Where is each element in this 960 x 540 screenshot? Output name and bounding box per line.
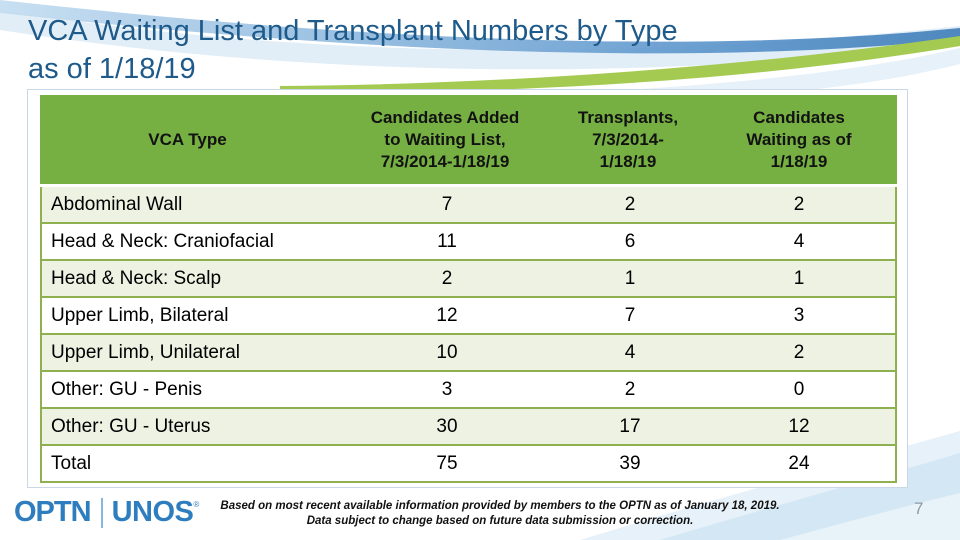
table-row: Upper Limb, Unilateral 10 4 2	[42, 333, 895, 370]
table-row: Other: GU - Uterus 30 17 12	[42, 407, 895, 444]
header-candidates-added: Candidates Added to Waiting List, 7/3/20…	[335, 95, 555, 184]
table-row: Upper Limb, Bilateral 12 7 3	[42, 296, 895, 333]
data-disclaimer-line2: Data subject to change based on future d…	[306, 515, 694, 527]
unos-logo-text: UNOS	[111, 496, 194, 528]
header-transplants: Transplants, 7/3/2014- 1/18/19	[555, 95, 701, 184]
vca-type-cell: Other: GU - Uterus	[51, 416, 211, 437]
candidates-waiting-cell: 3	[793, 305, 805, 326]
logo-divider	[100, 497, 103, 528]
table-row: Other: GU - Penis 3 2 0	[42, 370, 895, 407]
candidates-waiting-cell: 1	[793, 268, 805, 289]
header-vca-type: VCA Type	[148, 129, 227, 149]
candidates-waiting-cell: 24	[788, 453, 810, 474]
transplants-cell: 2	[624, 379, 636, 400]
header-transplants-line1: Transplants,	[577, 107, 679, 127]
candidates-waiting-cell: 0	[793, 379, 805, 400]
header-candidates-added-line3: 7/3/2014-1/18/19	[380, 151, 510, 171]
candidates-added-cell: 7	[441, 194, 453, 215]
candidates-waiting-cell: 2	[793, 342, 805, 363]
vca-table-container: VCA Type Candidates Added to Waiting Lis…	[27, 89, 908, 488]
transplants-cell: 39	[619, 453, 641, 474]
table-body: Abdominal Wall 7 2 2 Head & Neck: Cranio…	[40, 187, 897, 483]
vca-type-cell: Total	[51, 453, 92, 474]
vca-type-cell: Other: GU - Penis	[51, 379, 202, 400]
header-candidates-waiting-line1: Candidates	[753, 107, 845, 127]
transplants-cell: 4	[624, 342, 636, 363]
transplants-cell: 2	[624, 194, 636, 215]
optn-unos-logo: OPTN UNOS ®	[14, 496, 199, 529]
header-candidates-waiting-line3: 1/18/19	[770, 151, 828, 171]
header-candidates-added-line1: Candidates Added	[370, 107, 520, 127]
page-number: 7	[914, 499, 924, 518]
transplants-cell: 6	[624, 231, 636, 252]
candidates-waiting-cell: 12	[788, 416, 810, 437]
transplants-cell: 1	[624, 268, 636, 289]
header-transplants-line2: 7/3/2014-	[592, 129, 664, 149]
candidates-added-cell: 10	[436, 342, 458, 363]
table-row-total: Total 75 39 24	[42, 444, 895, 481]
candidates-waiting-cell: 4	[793, 231, 805, 252]
table-row: Head & Neck: Craniofacial 11 6 4	[42, 222, 895, 259]
header-transplants-line3: 1/18/19	[599, 151, 657, 171]
header-candidates-waiting: Candidates Waiting as of 1/18/19	[701, 95, 897, 184]
slide-title-line1: VCA Waiting List and Transplant Numbers …	[28, 15, 678, 47]
vca-type-cell: Head & Neck: Craniofacial	[51, 231, 274, 252]
transplants-cell: 7	[624, 305, 636, 326]
data-disclaimer-line1: Based on most recent available informati…	[220, 500, 780, 512]
candidates-added-cell: 75	[436, 453, 458, 474]
transplants-cell: 17	[619, 416, 641, 437]
vca-type-cell: Abdominal Wall	[51, 194, 183, 215]
candidates-added-cell: 30	[436, 416, 458, 437]
header-candidates-added-line2: to Waiting List,	[384, 129, 506, 149]
optn-logo-text: OPTN	[14, 496, 92, 528]
candidates-added-cell: 2	[441, 268, 453, 289]
table-row: Head & Neck: Scalp 2 1 1	[42, 259, 895, 296]
candidates-added-cell: 12	[436, 305, 458, 326]
header-candidates-waiting-line2: Waiting as of	[746, 129, 852, 149]
table-row: Abdominal Wall 7 2 2	[42, 187, 895, 222]
vca-type-cell: Head & Neck: Scalp	[51, 268, 222, 289]
vca-type-cell: Upper Limb, Bilateral	[51, 305, 229, 326]
table-header-row: VCA Type Candidates Added to Waiting Lis…	[40, 95, 897, 184]
data-disclaimer: Based on most recent available informati…	[180, 499, 820, 529]
candidates-added-cell: 3	[441, 379, 453, 400]
vca-type-cell: Upper Limb, Unilateral	[51, 342, 241, 363]
slide-title: VCA Waiting List and Transplant Numbers …	[28, 12, 678, 88]
candidates-waiting-cell: 2	[793, 194, 805, 215]
registered-mark-icon: ®	[193, 500, 200, 509]
slide-title-line2: as of 1/18/19	[28, 53, 196, 85]
candidates-added-cell: 11	[437, 231, 457, 252]
